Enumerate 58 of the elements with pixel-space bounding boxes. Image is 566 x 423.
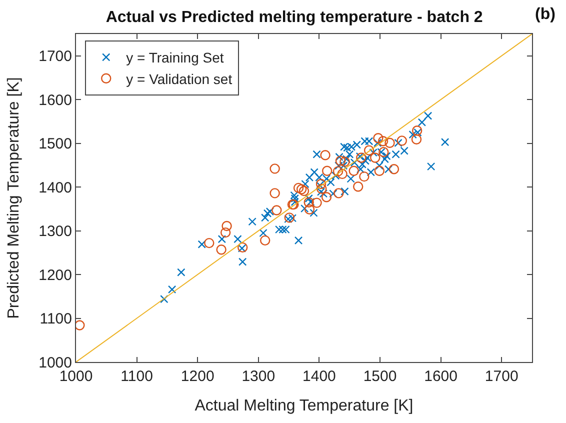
point xyxy=(312,198,322,208)
point xyxy=(316,178,326,190)
point xyxy=(332,166,344,176)
x-tick-label: 1100 xyxy=(120,368,153,385)
point xyxy=(270,164,280,174)
point xyxy=(364,145,374,156)
point xyxy=(321,192,332,202)
point xyxy=(272,205,282,216)
point xyxy=(373,132,384,144)
point xyxy=(348,166,359,176)
y-tick-label: 1200 xyxy=(38,266,72,284)
y-tick-label: 1600 xyxy=(38,92,72,109)
point xyxy=(353,182,364,192)
point xyxy=(260,235,270,246)
x-tick-label: 1700 xyxy=(484,368,518,385)
point xyxy=(378,136,388,146)
point xyxy=(220,227,231,238)
point xyxy=(374,166,384,176)
point xyxy=(370,152,380,163)
point xyxy=(384,138,395,148)
point xyxy=(204,238,214,248)
point xyxy=(396,136,407,146)
point xyxy=(388,164,400,174)
x-tick-label: 1300 xyxy=(242,368,276,385)
x-tick-label: 1400 xyxy=(302,368,336,385)
point xyxy=(216,244,226,255)
point xyxy=(270,188,280,198)
text: (b) xyxy=(535,6,556,23)
y-axis-title: Predicted Melting Temperature [K] xyxy=(6,77,23,319)
point xyxy=(411,134,422,144)
point xyxy=(412,126,422,136)
point xyxy=(284,212,295,223)
point xyxy=(320,150,330,160)
x-tick-label: 1200 xyxy=(180,368,214,385)
point xyxy=(335,156,346,166)
y-tick-label: 1500 xyxy=(38,136,72,153)
point xyxy=(359,171,370,182)
point xyxy=(304,204,315,214)
y-tick-label: 1400 xyxy=(38,179,72,196)
y-tick-label: 1700 xyxy=(38,48,72,66)
point xyxy=(222,220,232,232)
point xyxy=(304,197,314,208)
legend-label: y = Training Set xyxy=(126,50,224,66)
point xyxy=(322,166,332,176)
point xyxy=(76,320,85,330)
point xyxy=(293,182,304,194)
y-tick-label: 1300 xyxy=(38,223,72,240)
x-axis-title: Actual Melting Temperature [K] xyxy=(194,398,414,415)
x-tick-label: 1500 xyxy=(363,368,397,385)
x-tick-label: 1600 xyxy=(424,368,458,385)
y-tick-label: 1100 xyxy=(40,310,72,328)
point xyxy=(296,184,307,194)
point xyxy=(337,168,348,180)
point xyxy=(316,184,327,194)
point xyxy=(298,186,310,196)
legend-label: y = Validation set xyxy=(126,70,232,87)
chart-title: Actual vs Predicted melting temperature - batch 2 xyxy=(106,8,483,26)
point xyxy=(334,188,344,198)
